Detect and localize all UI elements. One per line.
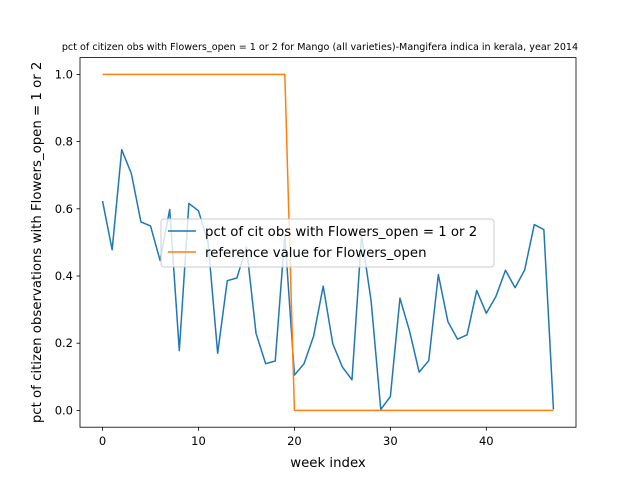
- y-tick-label: 0.6: [55, 202, 73, 216]
- y-tick-label: 0.4: [55, 269, 73, 283]
- x-tick-label: 20: [287, 434, 302, 448]
- legend-label-cit-obs: pct of cit obs with Flowers_open = 1 or …: [205, 225, 477, 240]
- y-tick-label: 1.0: [55, 67, 73, 81]
- legend-label-reference: reference value for Flowers_open: [205, 246, 427, 261]
- x-tick-label: 10: [191, 434, 206, 448]
- chart-title: pct of citizen obs with Flowers_open = 1…: [62, 42, 578, 53]
- y-axis: 0.0 0.2 0.4 0.6 0.8 1.0: [55, 67, 80, 417]
- legend: pct of cit obs with Flowers_open = 1 or …: [161, 219, 494, 267]
- series-line-0: [103, 150, 554, 410]
- y-tick-label: 0.0: [55, 403, 73, 417]
- x-axis: 0 10 20 30 40: [99, 427, 494, 448]
- y-tick-label: 0.8: [55, 135, 73, 149]
- x-tick-label: 30: [383, 434, 398, 448]
- x-tick-label: 0: [99, 434, 106, 448]
- x-tick-label: 40: [479, 434, 494, 448]
- x-axis-label: week index: [290, 456, 366, 471]
- y-axis-label: pct of citizen observations with Flowers…: [30, 62, 45, 424]
- y-tick-label: 0.2: [55, 336, 73, 350]
